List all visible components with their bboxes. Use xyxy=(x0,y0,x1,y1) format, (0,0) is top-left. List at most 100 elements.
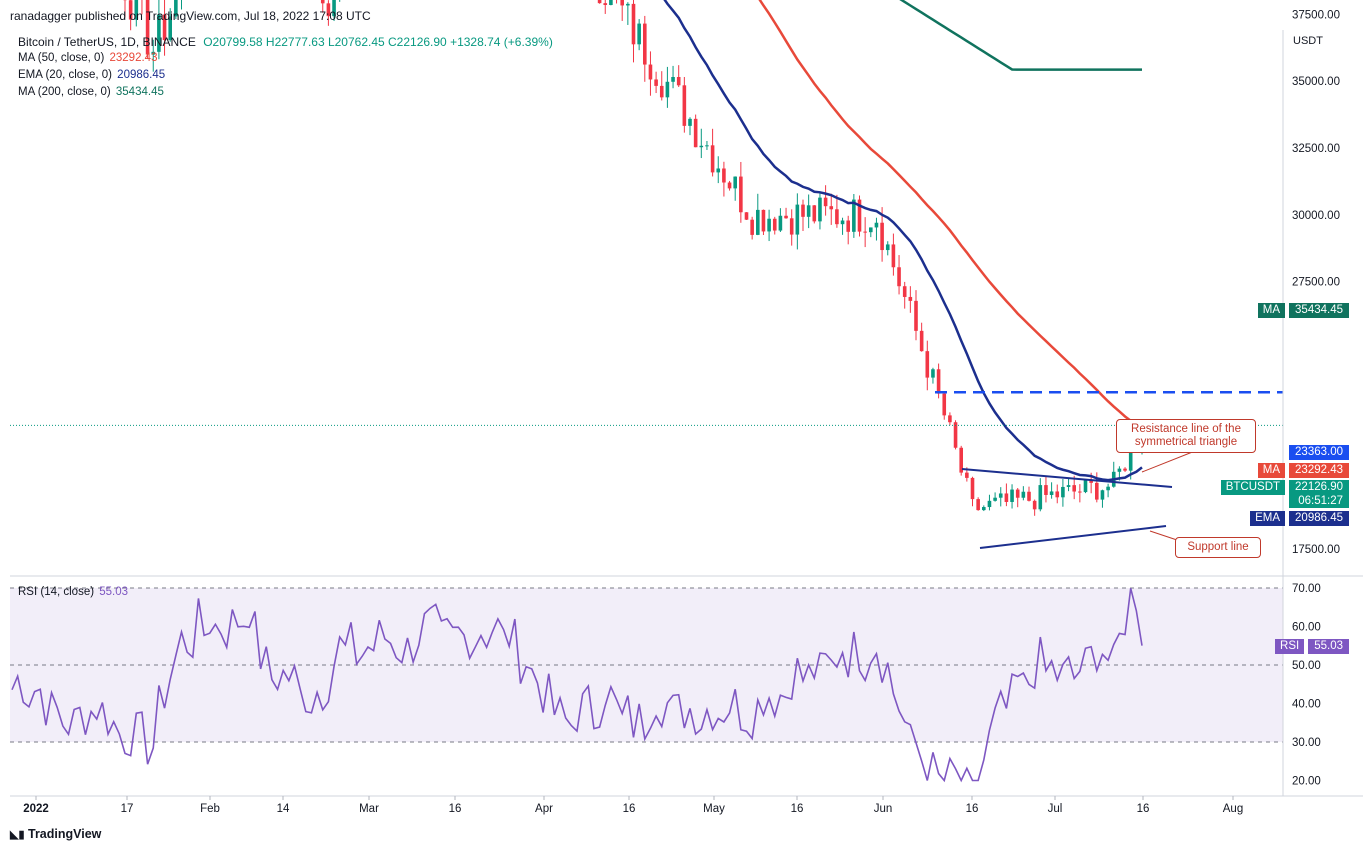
candle-body xyxy=(852,199,856,232)
candle-body xyxy=(134,0,139,20)
rsi-tick: 60.00 xyxy=(1292,622,1321,634)
time-tick: Jun xyxy=(874,803,893,815)
candle-body xyxy=(1049,491,1054,495)
symbol-name: Bitcoin / TetherUS, 1D, BINANCE xyxy=(18,35,196,49)
time-tick: Jul xyxy=(1048,803,1063,815)
candle-body xyxy=(772,218,777,231)
candle-body xyxy=(857,199,862,232)
candle-body xyxy=(767,218,771,232)
tradingview-logo-icon: ◣▮ xyxy=(10,829,25,841)
tradingview-logo-text: TradingView xyxy=(28,827,102,841)
candle-body xyxy=(976,499,980,511)
ma50-tag-value: 23292.43 xyxy=(1295,464,1343,476)
candle-body xyxy=(603,3,608,5)
rsi-tick: 20.00 xyxy=(1292,776,1321,788)
ema-tag-value: 20986.45 xyxy=(1295,512,1343,524)
time-tick: Feb xyxy=(200,803,220,815)
candle-body xyxy=(953,422,958,448)
candle-body xyxy=(332,0,336,17)
candle-body xyxy=(716,168,721,173)
rsi-tick: 50.00 xyxy=(1292,660,1321,672)
candle-body xyxy=(784,215,788,219)
candle-body xyxy=(654,79,658,86)
candle-body xyxy=(942,393,947,416)
candle-body xyxy=(620,0,624,6)
candle-body xyxy=(965,472,969,478)
rsi-legend[interactable]: RSI (14, close) 55.03 xyxy=(18,586,128,598)
rsi-tick: 30.00 xyxy=(1292,737,1321,749)
time-tick: 16 xyxy=(449,803,462,815)
candle-body xyxy=(806,205,811,217)
candle-body xyxy=(739,176,743,213)
candle-body xyxy=(145,0,150,55)
tradingview-logo[interactable]: ◣▮ TradingView xyxy=(10,827,101,841)
price-tick: 17500.00 xyxy=(1292,544,1340,556)
ma50-legend[interactable]: MA (50, close, 0) 23292.43 xyxy=(18,52,157,64)
time-tick: Mar xyxy=(359,803,379,815)
candle-body xyxy=(693,118,698,148)
ma200-tag-value: 35434.45 xyxy=(1295,304,1343,316)
resistance-annotation[interactable]: Resistance line of the symmetrical trian… xyxy=(1116,419,1256,453)
time-tick: May xyxy=(703,803,725,815)
candle-body xyxy=(1032,500,1037,510)
candle-body xyxy=(688,118,692,126)
candle-body xyxy=(659,85,664,98)
candle-body xyxy=(1066,485,1071,487)
candle-body xyxy=(835,209,839,225)
time-tick: 16 xyxy=(791,803,804,815)
time-tick: 16 xyxy=(966,803,979,815)
support-annotation[interactable]: Support line xyxy=(1175,537,1261,558)
ema-price-tag: EMA 20986.45 xyxy=(1250,511,1349,526)
candle-body xyxy=(908,296,913,301)
time-tick: 16 xyxy=(623,803,636,815)
ma200-legend[interactable]: MA (200, close, 0) 35434.45 xyxy=(18,86,164,98)
ema20-legend[interactable]: EMA (20, close, 0) 20986.45 xyxy=(18,69,165,81)
candle-body xyxy=(801,204,805,217)
candle-body xyxy=(1100,490,1105,500)
candle-body xyxy=(1044,485,1048,495)
rsi-pane: 70.00 60.00 50.00 40.00 30.00 20.00 xyxy=(10,583,1321,788)
candle-body xyxy=(959,447,963,473)
time-tick: 17 xyxy=(121,803,134,815)
ema20-line xyxy=(663,0,1143,482)
time-tick: Apr xyxy=(535,803,553,815)
candle-body xyxy=(897,267,901,287)
candle-body xyxy=(840,220,845,225)
ma50-label: MA (50, close, 0) xyxy=(18,52,105,64)
candle-body xyxy=(846,220,850,232)
rsi-label: RSI (14, close) xyxy=(18,586,95,598)
support-pointer xyxy=(1149,530,1178,541)
indicator-lines xyxy=(10,0,1283,549)
candle-body xyxy=(676,77,681,86)
candle-body xyxy=(1083,479,1088,493)
candle-body xyxy=(812,205,817,222)
candle-body xyxy=(128,0,133,20)
candle-body xyxy=(1004,493,1009,502)
candle-body xyxy=(643,23,647,65)
ma200-tag-name: MA xyxy=(1257,303,1286,318)
candle-body xyxy=(174,0,178,17)
candle-body xyxy=(891,244,896,268)
candle-body xyxy=(1117,468,1122,472)
candle-body xyxy=(744,212,749,220)
ma200-value: 35434.45 xyxy=(115,86,164,98)
candle-body xyxy=(823,197,828,207)
candle-body xyxy=(936,369,941,394)
candle-body xyxy=(902,286,907,297)
ma50-price-tag: MA 23292.43 xyxy=(1257,463,1349,478)
candle-body xyxy=(722,168,726,183)
ma50-line xyxy=(758,0,1143,431)
candle-body xyxy=(795,204,800,235)
candle-body xyxy=(778,215,783,231)
candle-body xyxy=(597,0,602,4)
candle-body xyxy=(829,206,834,210)
rsi-line xyxy=(11,588,1143,783)
candle-body xyxy=(157,14,161,52)
candle-body xyxy=(710,145,715,173)
published-by: ranadagger published on TradingView.com,… xyxy=(10,9,371,23)
candle-body xyxy=(987,500,992,508)
candle-body xyxy=(699,145,704,148)
price-tick: 37500.00 xyxy=(1292,9,1340,21)
price-tick: 27500.00 xyxy=(1292,277,1340,289)
